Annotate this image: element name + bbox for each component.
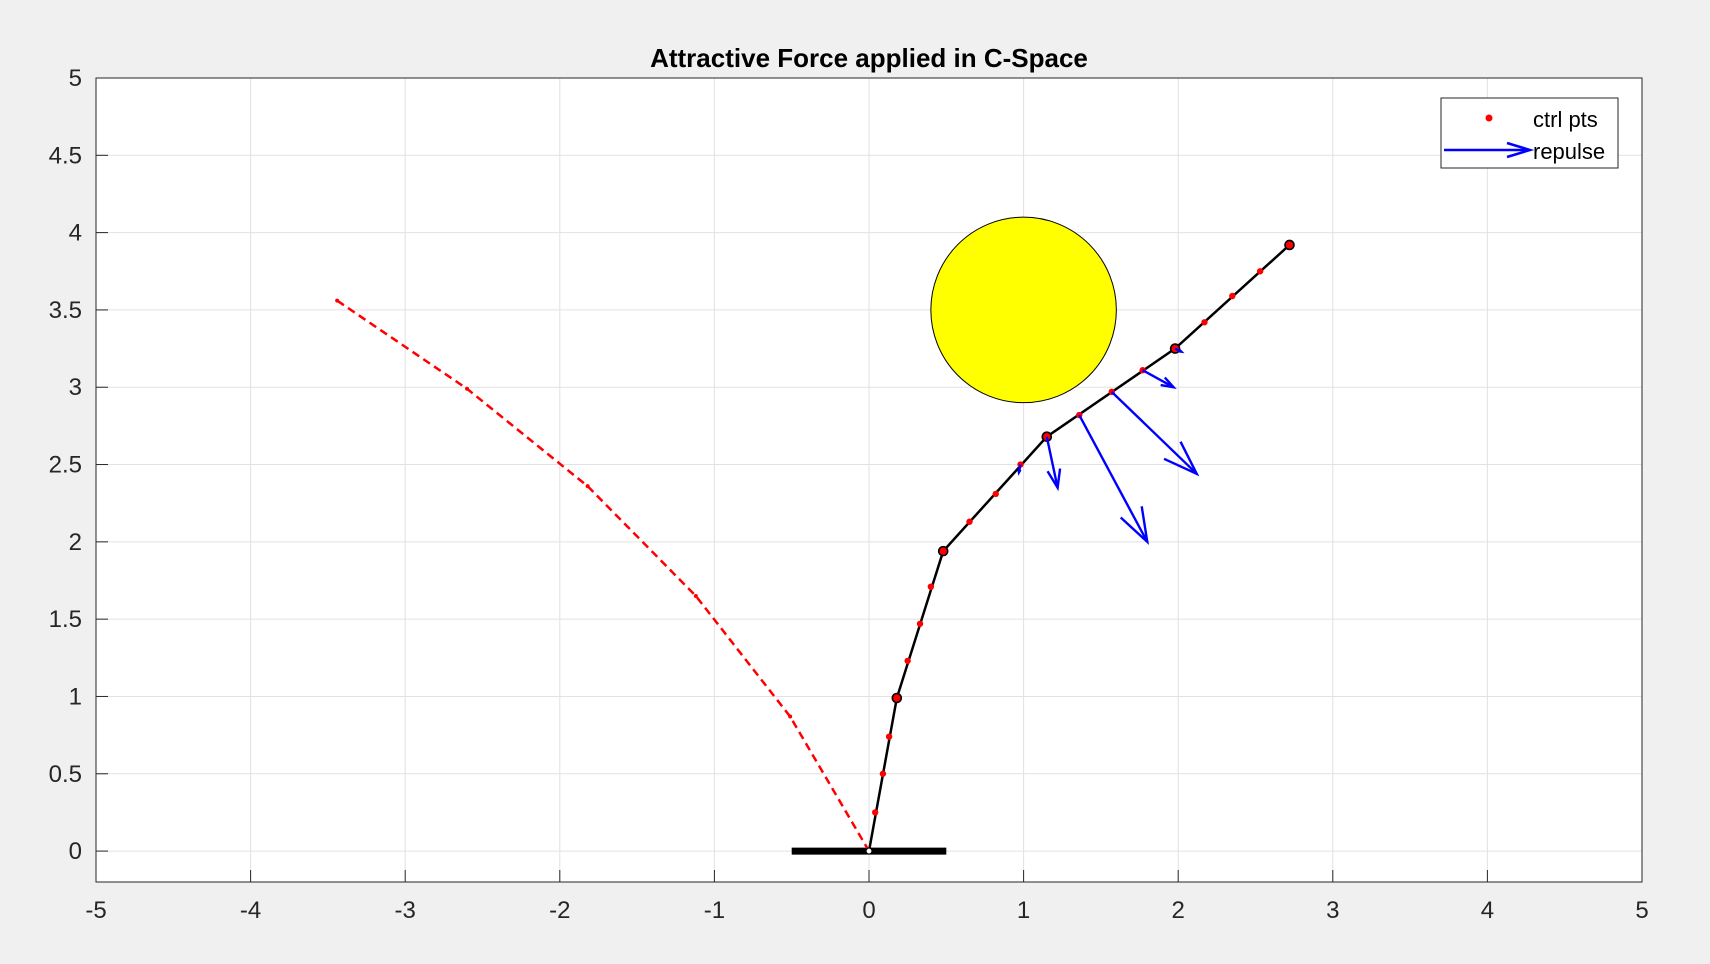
legend-repulse-label: repulse — [1533, 139, 1605, 164]
ctrl-pt — [885, 733, 893, 740]
repulse-arrow-head — [1119, 506, 1149, 546]
y-tick-label: 3.5 — [49, 297, 82, 324]
ctrl-pt — [992, 490, 999, 498]
attractive-path-point — [693, 593, 698, 598]
ctrl-pt — [966, 518, 973, 525]
legend-box — [1440, 97, 1619, 169]
repulse-arrow-head — [1163, 441, 1200, 477]
repulse-arrow-head — [1160, 376, 1177, 389]
legend-ctrl-pts-label: ctrl pts — [1533, 107, 1598, 132]
arm-joint — [891, 692, 903, 704]
y-tick-label: 0.5 — [49, 761, 82, 788]
y-tick-label: 0 — [69, 838, 82, 865]
y-tick-label: 1 — [69, 683, 82, 710]
x-tick-label: -2 — [549, 897, 570, 924]
x-tick-label: 5 — [1635, 897, 1648, 924]
x-tick-label: 4 — [1481, 897, 1494, 924]
repulse-arrow-shaft — [1142, 369, 1175, 389]
y-tick-label: 2 — [69, 529, 82, 556]
repulse-arrow — [1045, 436, 1062, 492]
obstacle-circle — [930, 216, 1117, 404]
ctrl-pt — [879, 770, 887, 777]
x-tick-label: 0 — [862, 897, 875, 924]
repulse-arrow-head — [1178, 348, 1185, 354]
y-tick-label: 4 — [69, 220, 82, 247]
ctrl-pt — [927, 583, 935, 590]
repulse-arrow-head — [1017, 469, 1022, 476]
chart-title: Attractive Force applied in C-Space — [650, 43, 1088, 73]
ctrl-pt — [1229, 292, 1236, 300]
y-tick-label: 5 — [69, 65, 82, 92]
attractive-path-point — [335, 298, 340, 303]
x-axis-tick-labels: -5 -4 -3 -2 -1 0 1 2 3 4 5 — [85, 897, 1648, 924]
ctrl-pt — [871, 809, 879, 816]
repulse-arrow — [1110, 391, 1200, 477]
repulse-arrow-head — [1046, 468, 1062, 492]
repulse-arrow-shaft — [1110, 391, 1198, 475]
legend-repulse-arrowhead — [1506, 141, 1535, 159]
repulse-series — [1017, 347, 1200, 546]
repulse-arrow-shaft — [1078, 414, 1149, 543]
repulse-arrow-shaft — [1045, 436, 1059, 488]
arm-joint — [937, 545, 949, 557]
repulse-arrow — [1142, 369, 1177, 389]
y-tick-label: 2.5 — [49, 452, 82, 479]
axis-ticks — [95, 77, 1643, 882]
x-tick-label: 1 — [1017, 897, 1030, 924]
ctrl-pt — [1256, 268, 1264, 275]
repulse-arrow — [1174, 347, 1185, 354]
ctrl-pt — [916, 620, 924, 627]
legend[interactable]: ctrl pts repulse — [1440, 97, 1619, 169]
y-tick-label: 3 — [69, 374, 82, 401]
arm-joint — [1284, 239, 1295, 251]
legend-ctrl-pts-marker — [1485, 114, 1493, 122]
repulse-arrow — [1078, 414, 1149, 546]
ctrl-pt — [1201, 319, 1208, 326]
arm-base-joint — [865, 847, 873, 855]
x-tick-label: -5 — [85, 897, 106, 924]
ctrl-pt — [904, 657, 911, 665]
x-tick-label: -4 — [240, 897, 261, 924]
attractive-path — [335, 298, 871, 852]
attractive-path-point — [465, 386, 470, 391]
y-axis-tick-labels: 0 0.5 1 1.5 2 2.5 3 3.5 4 4.5 5 — [49, 65, 82, 865]
x-tick-label: 3 — [1326, 897, 1339, 924]
y-tick-label: 4.5 — [49, 142, 82, 169]
attractive-path-point — [788, 714, 793, 719]
attractive-path-point — [585, 484, 590, 489]
obstacle — [930, 216, 1117, 404]
attractive-path-line — [336, 299, 871, 852]
x-tick-label: -3 — [395, 897, 416, 924]
y-tick-label: 1.5 — [49, 606, 82, 633]
x-tick-label: -1 — [704, 897, 725, 924]
x-tick-label: 2 — [1172, 897, 1185, 924]
repulse-arrow — [1017, 464, 1022, 476]
